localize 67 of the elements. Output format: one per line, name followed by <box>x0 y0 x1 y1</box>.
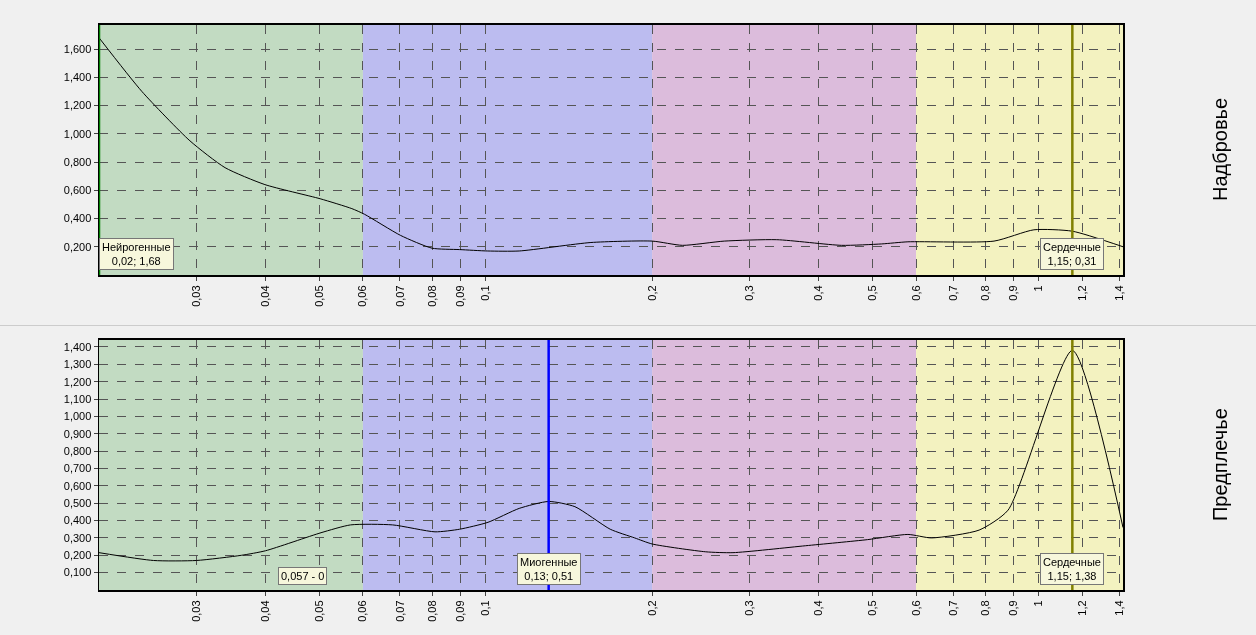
y-tick-label: 1,300 <box>63 358 92 371</box>
x-tick-label: 0,9 <box>1007 600 1020 616</box>
x-tick-label: 0,06 <box>356 600 369 622</box>
y-tick-label: 1,100 <box>63 392 92 405</box>
x-tick-label: 0,07 <box>393 285 406 307</box>
x-tick-label: 1,2 <box>1076 600 1089 616</box>
y-tick-label: 0,200 <box>63 549 92 562</box>
y-tick-label: 1,200 <box>63 99 92 112</box>
annotation: Сердечные 1,15; 1,38 <box>1043 556 1101 583</box>
y-tick-label: 1,400 <box>63 340 92 353</box>
x-tick-label: 0,08 <box>425 600 438 622</box>
x-tick-label: 0,3 <box>743 600 756 616</box>
annotation: Сердечные 1,15; 0,31 <box>1043 241 1101 268</box>
x-tick-label: 0,09 <box>453 600 466 622</box>
x-tick-label: 0,06 <box>356 285 369 307</box>
x-tick-label: 0,07 <box>393 600 406 622</box>
y-tick-label: 0,300 <box>63 531 92 544</box>
x-tick-label: 1 <box>1032 600 1045 607</box>
x-tick-label: 0,1 <box>479 285 492 301</box>
x-tick-label: 1,4 <box>1113 600 1126 616</box>
y-axis-title: Предплечье <box>1209 408 1231 521</box>
y-tick-label: 0,500 <box>63 497 92 510</box>
annotation: Нейрогенные 0,02; 1,68 <box>102 241 171 268</box>
x-tick-label: 1 <box>1032 285 1045 292</box>
x-tick-label: 0,5 <box>865 285 878 301</box>
x-tick-label: 0,6 <box>909 285 922 301</box>
x-tick-label: 1,4 <box>1113 285 1126 301</box>
y-axis-title: Надбровье <box>1209 97 1231 201</box>
x-tick-label: 0,4 <box>812 285 825 301</box>
x-tick-label: 0,05 <box>312 600 325 622</box>
y-tick-label: 0,400 <box>63 212 92 225</box>
y-tick-label: 0,700 <box>63 462 92 475</box>
y-tick-label: 0,200 <box>63 240 92 253</box>
y-tick-label: 0,800 <box>63 444 92 457</box>
x-tick-label: 0,9 <box>1007 285 1020 301</box>
y-tick-label: 1,000 <box>63 410 92 423</box>
x-tick-label: 0,1 <box>479 600 492 616</box>
x-tick-label: 0,05 <box>312 285 325 307</box>
x-tick-label: 0,7 <box>946 285 959 301</box>
y-tick-label: 1,400 <box>63 71 92 84</box>
x-tick-label: 0,2 <box>645 600 658 616</box>
y-tick-label: 0,600 <box>63 184 92 197</box>
annotation: Миогенные 0,13; 0,51 <box>520 556 578 583</box>
x-tick-label: 0,8 <box>978 285 991 301</box>
x-tick-label: 0,03 <box>189 600 202 622</box>
x-tick-label: 0,04 <box>259 600 272 622</box>
x-tick-label: 0,5 <box>865 600 878 616</box>
x-tick-label: 0,04 <box>259 285 272 307</box>
y-tick-label: 1,600 <box>63 42 92 55</box>
y-tick-label: 0,400 <box>63 514 92 527</box>
x-tick-label: 0,7 <box>946 600 959 616</box>
y-tick-label: 0,100 <box>63 566 92 579</box>
y-tick-label: 0,900 <box>63 427 92 440</box>
x-tick-label: 0,6 <box>909 600 922 616</box>
y-tick-label: 1,000 <box>63 127 92 140</box>
x-tick-label: 0,09 <box>453 285 466 307</box>
x-tick-label: 0,08 <box>425 285 438 307</box>
x-tick-label: 1,2 <box>1076 285 1089 301</box>
x-tick-label: 0,03 <box>189 285 202 307</box>
y-tick-label: 1,200 <box>63 375 92 388</box>
y-tick-label: 0,600 <box>63 479 92 492</box>
y-tick-label: 0,800 <box>63 155 92 168</box>
x-tick-label: 0,8 <box>978 600 991 616</box>
x-tick-label: 0,2 <box>645 285 658 301</box>
x-tick-label: 0,4 <box>812 600 825 616</box>
annotation: 0,057 - 0 <box>281 570 325 582</box>
x-tick-label: 0,3 <box>743 285 756 301</box>
